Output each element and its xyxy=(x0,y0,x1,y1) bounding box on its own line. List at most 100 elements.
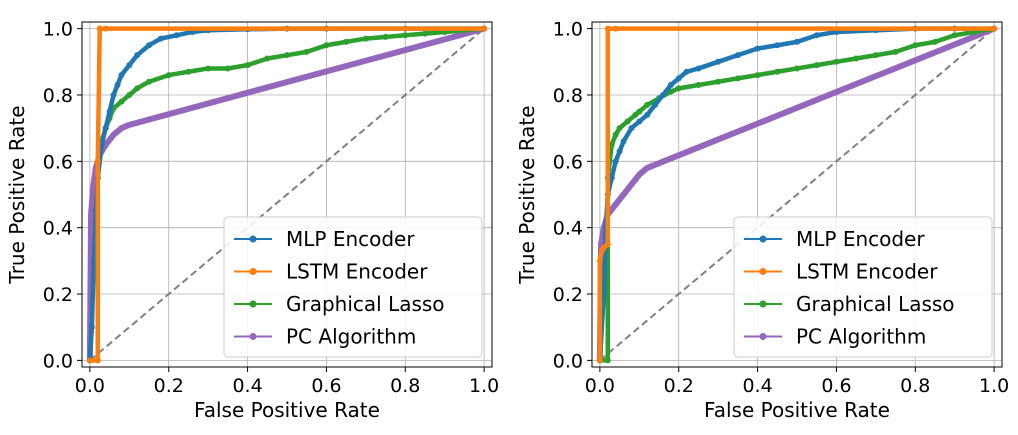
data-point-graphical-lasso xyxy=(695,82,702,89)
data-point-graphical-lasso xyxy=(632,111,639,118)
x-tick-label: 0.4 xyxy=(232,375,262,397)
x-tick-label: 0.2 xyxy=(154,375,184,397)
legend-swatch-marker-pc-algorithm xyxy=(759,333,767,340)
x-tick-label: 0.4 xyxy=(742,375,772,397)
data-point-lstm-encoder xyxy=(596,357,603,364)
y-tick-label: 0.6 xyxy=(553,151,583,173)
data-point-pc-algorithm xyxy=(644,164,651,171)
data-point-mlp-encoder xyxy=(134,52,141,59)
data-point-mlp-encoder xyxy=(126,62,133,69)
legend-swatch-marker-lstm-encoder xyxy=(249,268,257,275)
y-tick-label: 0.0 xyxy=(43,350,73,372)
data-point-mlp-encoder xyxy=(734,52,741,59)
legend-swatch-marker-pc-algorithm xyxy=(249,333,257,340)
data-point-mlp-encoder xyxy=(620,138,627,145)
data-point-lstm-encoder xyxy=(102,25,109,32)
data-point-graphical-lasso xyxy=(382,33,389,40)
data-point-graphical-lasso xyxy=(794,65,800,72)
data-point-mlp-encoder xyxy=(88,324,95,331)
data-point-pc-algorithm xyxy=(636,171,643,178)
chart-panel-right: 0.0 0.2 0.4 0.6 0.8 1.0 0.0 0.2 0.4 0.6 0.8 1.0 Fals… xyxy=(515,19,1009,422)
data-point-graphical-lasso xyxy=(284,52,290,59)
data-point-graphical-lasso xyxy=(146,78,153,85)
data-point-mlp-encoder xyxy=(695,65,702,72)
legend-label-pc-algorithm: PC Algorithm xyxy=(286,325,416,349)
data-point-graphical-lasso xyxy=(264,55,271,62)
legend: MLP Encoder LSTM Encoder Graphical Lasso PC… xyxy=(223,216,483,358)
data-point-graphical-lasso xyxy=(636,108,643,115)
data-point-graphical-lasso xyxy=(608,141,615,148)
legend-swatch-marker-graphical-lasso xyxy=(759,300,767,308)
data-point-mlp-encoder xyxy=(715,58,722,65)
data-point-graphical-lasso xyxy=(185,68,192,75)
data-point-graphical-lasso xyxy=(323,42,330,49)
data-point-mlp-encoder xyxy=(608,174,615,181)
data-point-graphical-lasso xyxy=(912,42,919,49)
legend: MLP Encoder LSTM Encoder Graphical Lasso PC… xyxy=(733,216,993,358)
y-tick-label: 0.4 xyxy=(43,218,73,240)
data-point-pc-algorithm xyxy=(612,201,619,208)
series-line-mlp-encoder xyxy=(597,26,997,363)
data-point-mlp-encoder xyxy=(90,257,97,264)
data-point-graphical-lasso xyxy=(205,65,212,72)
data-point-graphical-lasso xyxy=(224,65,231,72)
y-tick-label: 0.2 xyxy=(553,284,583,306)
plot-frame xyxy=(81,21,493,368)
data-point-graphical-lasso xyxy=(612,131,619,138)
data-point-lstm-encoder xyxy=(604,241,611,248)
chance-line xyxy=(89,27,485,362)
data-point-mlp-encoder xyxy=(118,72,125,79)
data-point-mlp-encoder xyxy=(683,68,690,75)
data-point-graphical-lasso xyxy=(624,118,631,125)
x-axis-label: False Positive Rate xyxy=(194,398,380,422)
legend-label-pc-algorithm: PC Algorithm xyxy=(796,325,926,349)
data-point-mlp-encoder xyxy=(652,101,659,108)
legend-label-lstm-encoder: LSTM Encoder xyxy=(796,260,938,284)
data-point-graphical-lasso xyxy=(734,75,741,82)
data-point-graphical-lasso xyxy=(421,30,428,37)
data-point-mlp-encoder xyxy=(659,91,666,98)
y-tick-label: 0.8 xyxy=(43,85,73,107)
data-point-graphical-lasso xyxy=(675,85,682,92)
data-point-lstm-encoder xyxy=(612,25,619,32)
data-point-mlp-encoder xyxy=(644,111,651,118)
data-point-graphical-lasso xyxy=(134,85,141,92)
data-point-graphical-lasso xyxy=(402,32,409,39)
legend-label-graphical-lasso: Graphical Lasso xyxy=(286,292,445,316)
data-point-graphical-lasso xyxy=(343,38,350,45)
legend-label-mlp-encoder: MLP Encoder xyxy=(286,227,415,251)
data-point-lstm-encoder xyxy=(94,357,101,364)
data-point-graphical-lasso xyxy=(754,72,761,79)
data-point-mlp-encoder xyxy=(628,125,635,132)
y-tick-label: 1.0 xyxy=(43,19,73,41)
legend-box xyxy=(223,216,483,358)
data-point-lstm-encoder xyxy=(991,25,998,32)
data-point-mlp-encoder xyxy=(106,108,113,115)
data-point-graphical-lasso xyxy=(951,32,958,39)
data-point-pc-algorithm xyxy=(126,121,133,128)
x-tick-label: 0.0 xyxy=(75,375,105,397)
data-point-mlp-encoder xyxy=(157,35,164,42)
legend-label-graphical-lasso: Graphical Lasso xyxy=(796,292,955,316)
legend-swatch-marker-graphical-lasso xyxy=(249,300,257,308)
data-point-graphical-lasso xyxy=(872,52,879,59)
x-tick-label: 0.8 xyxy=(900,375,930,397)
data-point-lstm-encoder xyxy=(596,257,603,264)
data-point-graphical-lasso xyxy=(813,62,820,69)
plot-frame xyxy=(591,21,1003,368)
data-point-graphical-lasso xyxy=(853,55,860,62)
chart-panel-left: 0.0 0.2 0.4 0.6 0.8 1.0 0.0 0.2 0.4 0.6 0.8 1.0 Fals… xyxy=(5,19,499,422)
legend-swatch-marker-lstm-encoder xyxy=(759,268,767,275)
legend-swatch-marker-mlp-encoder xyxy=(249,235,257,243)
data-point-mlp-encoder xyxy=(636,118,643,125)
data-point-pc-algorithm xyxy=(90,184,97,191)
data-point-graphical-lasso xyxy=(362,35,369,42)
x-tick-label: 0.2 xyxy=(664,375,694,397)
data-point-mlp-encoder xyxy=(774,42,781,49)
data-point-graphical-lasso xyxy=(126,91,133,98)
data-point-mlp-encoder xyxy=(675,75,682,82)
y-tick-label: 0.0 xyxy=(553,350,583,372)
y-tick-label: 1.0 xyxy=(553,19,583,41)
data-point-mlp-encoder xyxy=(813,32,820,39)
